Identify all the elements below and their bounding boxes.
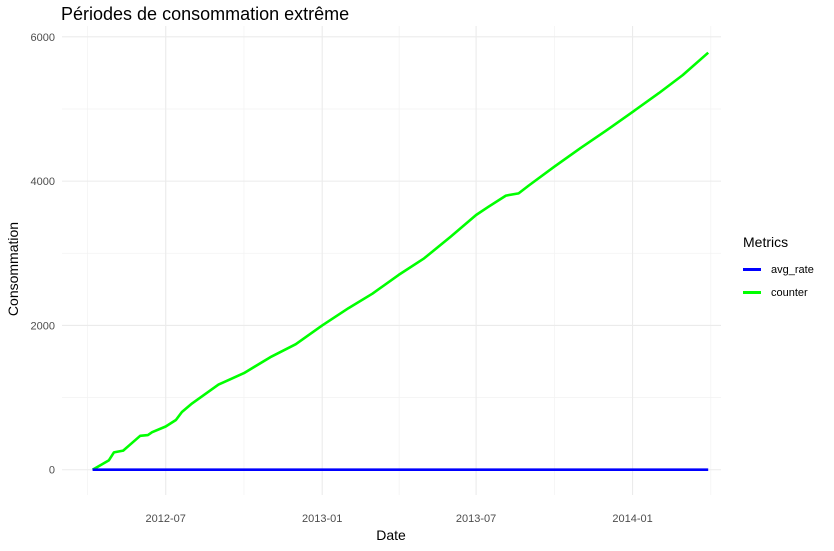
legend-label-avg-rate: avg_rate	[771, 263, 814, 276]
chart-title: Périodes de consommation extrême	[61, 4, 350, 24]
legend-key-avg-rate	[743, 268, 761, 271]
x-tick-label: 2012-07	[146, 513, 186, 525]
legend-title: Metrics	[743, 234, 789, 250]
legend-key-counter	[743, 291, 761, 294]
x-tick-label: 2013-01	[302, 513, 342, 525]
legend-label-counter: counter	[771, 286, 808, 299]
series-line-counter	[91, 51, 710, 471]
legend-item-counter: counter	[743, 281, 814, 304]
grid-lines	[62, 26, 721, 495]
y-tick-label: 4000	[31, 176, 55, 188]
x-tick-label: 2014-01	[612, 513, 652, 525]
tick-labels: 0 2000 4000 6000 2012-07 2013-01 2013-07 2014-0…	[31, 32, 653, 525]
y-tick-label: 2000	[31, 320, 55, 332]
series-lines	[91, 51, 710, 471]
legend-item-avg-rate: avg_rate	[743, 258, 814, 281]
y-axis-title: Consommation	[5, 222, 21, 316]
legend: Metrics avg_rate counter	[743, 234, 814, 304]
y-tick-label: 0	[49, 465, 55, 477]
x-tick-label: 2013-07	[456, 513, 496, 525]
y-tick-label: 6000	[31, 32, 55, 44]
x-axis-title: Date	[376, 527, 406, 543]
